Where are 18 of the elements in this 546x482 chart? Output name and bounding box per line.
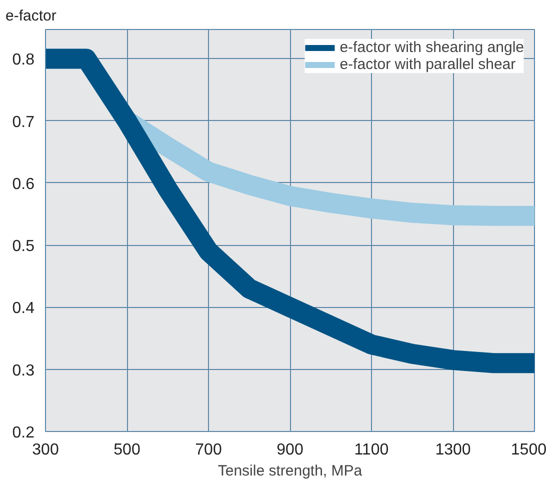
- x-tick-label: 1300: [435, 442, 471, 458]
- x-tick-label: 700: [195, 442, 222, 458]
- x-tick-label: 1100: [354, 442, 389, 458]
- y-tick-label: 0.2: [12, 424, 35, 442]
- x-tick-label: 500: [114, 442, 140, 458]
- legend-label: e-factor with parallel shear: [340, 56, 516, 73]
- y-tick-label: 0.7: [12, 114, 35, 131]
- x-tick-label: 900: [276, 442, 304, 458]
- y-tick-label: 0.6: [12, 176, 35, 193]
- y-tick-label: 0.4: [12, 300, 35, 318]
- y-tick-label: 0.5: [12, 238, 35, 256]
- legend-label: e-factor with shearing angle: [340, 39, 524, 56]
- y-tick-label: 0.3: [12, 362, 35, 380]
- x-tick-label: 1500: [510, 442, 546, 458]
- x-axis-title: Tensile strength, MPa: [218, 462, 363, 480]
- x-tick-label: 300: [32, 442, 59, 458]
- y-tick-label: 0.8: [12, 52, 35, 69]
- y-axis-title: e-factor: [6, 8, 56, 24]
